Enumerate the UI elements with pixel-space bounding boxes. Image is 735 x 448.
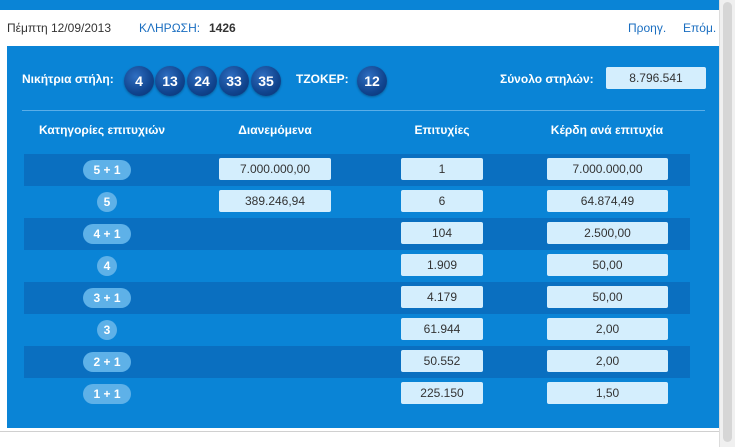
footer-bar bbox=[0, 431, 719, 448]
table-row: 4 1.909 50,00 bbox=[24, 250, 690, 282]
next-draw-link[interactable]: Επόμ. bbox=[683, 21, 717, 35]
winners-value: 6 bbox=[401, 190, 483, 212]
table-row: 1 + 1 225.150 1,50 bbox=[24, 378, 690, 410]
distributed-value: 389.246,94 bbox=[219, 190, 331, 212]
prize-value: 64.874,49 bbox=[547, 190, 668, 212]
category-pill: 3 + 1 bbox=[83, 288, 131, 308]
prize-value: 50,00 bbox=[547, 254, 668, 276]
winning-number-ball: 4 bbox=[124, 66, 154, 96]
prize-value: 7.000.000,00 bbox=[547, 158, 668, 180]
prize-value: 50,00 bbox=[547, 286, 668, 308]
table-row: 5 389.246,94 6 64.874,49 bbox=[24, 186, 690, 218]
scrollbar-thumb[interactable] bbox=[723, 2, 732, 442]
winners-value: 1 bbox=[401, 158, 483, 180]
table-row: 2 + 1 50.552 2,00 bbox=[24, 346, 690, 378]
table-row: 5 + 1 7.000.000,00 1 7.000.000,00 bbox=[24, 154, 690, 186]
winners-value: 104 bbox=[401, 222, 483, 244]
winners-value: 225.150 bbox=[401, 382, 483, 404]
table-row: 4 + 1 104 2.500,00 bbox=[24, 218, 690, 250]
category-pill: 5 + 1 bbox=[83, 160, 131, 180]
distributed-value: 7.000.000,00 bbox=[219, 158, 331, 180]
column-header-categories: Κατηγορίες επιτυχιών bbox=[38, 123, 166, 137]
winners-value: 61.944 bbox=[401, 318, 483, 340]
top-accent-bar bbox=[0, 0, 719, 10]
category-pill: 4 + 1 bbox=[83, 224, 131, 244]
winning-number-ball: 13 bbox=[155, 66, 185, 96]
table-row: 3 + 1 4.179 50,00 bbox=[24, 282, 690, 314]
table-row: 3 61.944 2,00 bbox=[24, 314, 690, 346]
results-panel: Νικήτρια στήλη: 4 13 24 33 35 ΤΖΟΚΕΡ: 12… bbox=[7, 46, 719, 428]
prize-value: 1,50 bbox=[547, 382, 668, 404]
draw-number: 1426 bbox=[209, 21, 236, 35]
draw-label: ΚΛΗΡΩΣΗ: bbox=[139, 21, 201, 35]
category-pill: 2 + 1 bbox=[83, 352, 131, 372]
category-pill: 4 bbox=[97, 256, 117, 276]
prize-value: 2,00 bbox=[547, 318, 668, 340]
total-columns-value: 8.796.541 bbox=[606, 67, 706, 89]
draw-header: Πέμπτη 12/09/2013 ΚΛΗΡΩΣΗ: 1426 Προηγ. Ε… bbox=[0, 10, 719, 46]
winners-value: 50.552 bbox=[401, 350, 483, 372]
total-columns-label: Σύνολο στηλών: bbox=[500, 72, 594, 86]
prize-value: 2.500,00 bbox=[547, 222, 668, 244]
vertical-scrollbar[interactable] bbox=[719, 0, 735, 447]
prize-value: 2,00 bbox=[547, 350, 668, 372]
winning-number-ball: 35 bbox=[251, 66, 281, 96]
draw-date: Πέμπτη 12/09/2013 bbox=[7, 21, 112, 35]
divider bbox=[22, 110, 705, 111]
category-pill: 1 + 1 bbox=[83, 384, 131, 404]
previous-draw-link[interactable]: Προηγ. bbox=[628, 21, 667, 35]
column-header-winners: Επιτυχίες bbox=[414, 123, 470, 137]
winning-number-ball: 24 bbox=[187, 66, 217, 96]
column-header-prize: Κέρδη ανά επιτυχία bbox=[550, 123, 664, 137]
category-pill: 5 bbox=[97, 192, 117, 212]
joker-label: ΤΖΟΚΕΡ: bbox=[296, 72, 349, 86]
winners-value: 4.179 bbox=[401, 286, 483, 308]
column-header-distributed: Διανεμόμενα bbox=[238, 123, 312, 137]
winning-column-label: Νικήτρια στήλη: bbox=[22, 72, 114, 86]
winning-number-ball: 33 bbox=[219, 66, 249, 96]
category-pill: 3 bbox=[97, 320, 117, 340]
joker-ball: 12 bbox=[357, 66, 387, 96]
winners-value: 1.909 bbox=[401, 254, 483, 276]
